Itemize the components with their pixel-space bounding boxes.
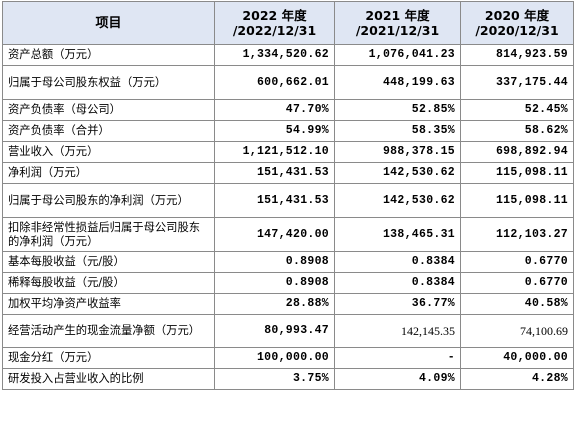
header-2022: 2022 年度/2022/12/31 — [214, 1, 335, 45]
cell-2020: 0.6770 — [460, 251, 574, 273]
table-row: 净利润（万元） 151,431.53 142,530.62 115,098.11 — [2, 162, 574, 184]
cell-2020: 698,892.94 — [460, 141, 574, 163]
cell-2022: 54.99% — [214, 120, 335, 142]
cell-2022: 3.75% — [214, 368, 335, 390]
cell-2022: 147,420.00 — [214, 217, 335, 252]
cell-2020: 337,175.44 — [460, 65, 574, 100]
cell-2022: 80,993.47 — [214, 314, 335, 348]
header-2020: 2020 年度/2020/12/31 — [460, 1, 574, 45]
cell-2021: 1,076,041.23 — [334, 44, 461, 66]
row-label: 加权平均净资产收益率 — [2, 293, 215, 315]
table-row: 资产负债率（合并） 54.99% 58.35% 58.62% — [2, 120, 574, 142]
header-2020-line1: 2020 年度 — [484, 8, 550, 23]
cell-2021: 142,145.35 — [334, 314, 461, 348]
table-row: 加权平均净资产收益率 28.88% 36.77% 40.58% — [2, 293, 574, 315]
cell-2020: 58.62% — [460, 120, 574, 142]
cell-2020: 0.6770 — [460, 272, 574, 294]
cell-2021: 4.09% — [334, 368, 461, 390]
cell-2021: 138,465.31 — [334, 217, 461, 252]
cell-2021: 52.85% — [334, 99, 461, 121]
table-row: 扣除非经常性损益后归属于母公司股东的净利润（万元） 147,420.00 138… — [2, 217, 574, 252]
header-row: 项目 2022 年度/2022/12/31 2021 年度/2021/12/31… — [2, 1, 574, 45]
cell-2020: 40,000.00 — [460, 347, 574, 369]
cell-2020: 112,103.27 — [460, 217, 574, 252]
row-label: 资产负债率（母公司） — [2, 99, 215, 121]
table-row: 资产总额（万元） 1,334,520.62 1,076,041.23 814,9… — [2, 44, 574, 66]
header-item: 项目 — [2, 1, 215, 45]
cell-2021: 0.8384 — [334, 272, 461, 294]
cell-2020: 4.28% — [460, 368, 574, 390]
financial-data-table: 项目 2022 年度/2022/12/31 2021 年度/2021/12/31… — [2, 1, 574, 390]
cell-2022: 151,431.53 — [214, 183, 335, 218]
table-row: 归属于母公司股东的净利润（万元） 151,431.53 142,530.62 1… — [2, 183, 574, 218]
row-label: 稀释每股收益（元/股） — [2, 272, 215, 294]
cell-2022: 47.70% — [214, 99, 335, 121]
cell-2020: 814,923.59 — [460, 44, 574, 66]
cell-2020: 74,100.69 — [460, 314, 574, 348]
cell-2022: 0.8908 — [214, 272, 335, 294]
cell-2022: 28.88% — [214, 293, 335, 315]
cell-2020: 115,098.11 — [460, 162, 574, 184]
row-label: 扣除非经常性损益后归属于母公司股东的净利润（万元） — [2, 217, 215, 252]
table-row: 研发投入占营业收入的比例 3.75% 4.09% 4.28% — [2, 368, 574, 390]
header-item-label: 项目 — [95, 15, 122, 31]
cell-2021: 142,530.62 — [334, 162, 461, 184]
table-row: 归属于母公司股东权益（万元） 600,662.01 448,199.63 337… — [2, 65, 574, 100]
cell-2022: 151,431.53 — [214, 162, 335, 184]
cell-2021: 988,378.15 — [334, 141, 461, 163]
header-2021-line2: /2021/12/31 — [355, 23, 440, 38]
row-label: 资产总额（万元） — [2, 44, 215, 66]
header-2021: 2021 年度/2021/12/31 — [334, 1, 461, 45]
cell-2022: 1,334,520.62 — [214, 44, 335, 66]
cell-2021: - — [334, 347, 461, 369]
header-2022-line1: 2022 年度 — [242, 8, 307, 23]
table-row: 资产负债率（母公司） 47.70% 52.85% 52.45% — [2, 99, 574, 121]
table-row: 营业收入（万元） 1,121,512.10 988,378.15 698,892… — [2, 141, 574, 163]
row-label: 营业收入（万元） — [2, 141, 215, 163]
table-row: 现金分红（万元） 100,000.00 - 40,000.00 — [2, 347, 574, 369]
cell-2022: 1,121,512.10 — [214, 141, 335, 163]
cell-2020: 40.58% — [460, 293, 574, 315]
table-row: 经营活动产生的现金流量净额（万元） 80,993.47 142,145.35 7… — [2, 314, 574, 348]
row-label: 资产负债率（合并） — [2, 120, 215, 142]
cell-2021: 58.35% — [334, 120, 461, 142]
cell-2022: 600,662.01 — [214, 65, 335, 100]
table-row: 基本每股收益（元/股） 0.8908 0.8384 0.6770 — [2, 251, 574, 273]
cell-2022: 0.8908 — [214, 251, 335, 273]
row-label: 现金分红（万元） — [2, 347, 215, 369]
row-label: 净利润（万元） — [2, 162, 215, 184]
cell-2021: 142,530.62 — [334, 183, 461, 218]
row-label: 归属于母公司股东的净利润（万元） — [2, 183, 215, 218]
cell-2021: 36.77% — [334, 293, 461, 315]
row-label: 归属于母公司股东权益（万元） — [2, 65, 215, 100]
cell-2021: 448,199.63 — [334, 65, 461, 100]
cell-2021: 0.8384 — [334, 251, 461, 273]
cell-2020: 115,098.11 — [460, 183, 574, 218]
table-row: 稀释每股收益（元/股） 0.8908 0.8384 0.6770 — [2, 272, 574, 294]
row-label: 基本每股收益（元/股） — [2, 251, 215, 273]
cell-2020: 52.45% — [460, 99, 574, 121]
header-2020-line2: /2020/12/31 — [475, 23, 559, 38]
row-label: 经营活动产生的现金流量净额（万元） — [2, 314, 215, 348]
cell-2022: 100,000.00 — [214, 347, 335, 369]
row-label: 研发投入占营业收入的比例 — [2, 368, 215, 390]
header-2022-line2: /2022/12/31 — [232, 23, 317, 38]
header-2021-line1: 2021 年度 — [365, 8, 430, 23]
